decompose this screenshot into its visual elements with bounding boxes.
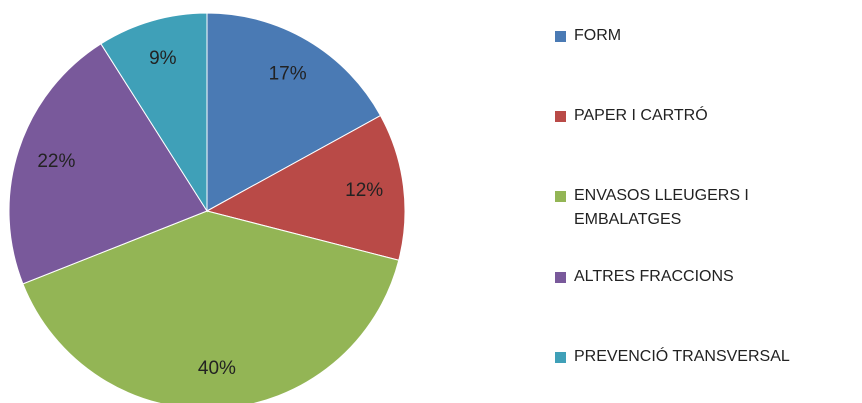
data-label: 22%: [37, 151, 75, 172]
legend-label: PREVENCIÓ TRANSVERSAL: [574, 348, 790, 365]
data-label: 17%: [269, 64, 307, 85]
legend-label: ALTRES FRACCIONS: [574, 268, 734, 285]
legend-swatch: [555, 191, 566, 202]
pie-slice: [205, 114, 406, 261]
data-label: 9%: [149, 48, 177, 69]
pie-slice: [22, 210, 400, 403]
legend-entry: ALTRES FRACCIONS: [555, 265, 845, 289]
data-label: 12%: [345, 180, 383, 201]
legend-swatch: [555, 31, 566, 42]
pie-slice: [206, 12, 382, 212]
legend-swatch: [555, 111, 566, 122]
legend-label: PAPER I CARTRÓ: [574, 107, 708, 124]
legend-swatch: [555, 272, 566, 283]
legend-entry: ENVASOS LLEUGERS I EMBALATGES: [555, 184, 845, 232]
legend-entry: FORM: [555, 24, 845, 48]
legend-swatch: [555, 352, 566, 363]
legend-entry: PREVENCIÓ TRANSVERSAL: [555, 345, 845, 369]
data-label: 40%: [198, 358, 236, 379]
pie-slice: [8, 43, 208, 285]
legend-label: FORM: [574, 27, 622, 44]
legend-label: ENVASOS LLEUGERS I EMBALATGES: [574, 187, 749, 228]
pie-slice: [100, 12, 208, 213]
legend-entry: PAPER I CARTRÓ: [555, 104, 845, 128]
